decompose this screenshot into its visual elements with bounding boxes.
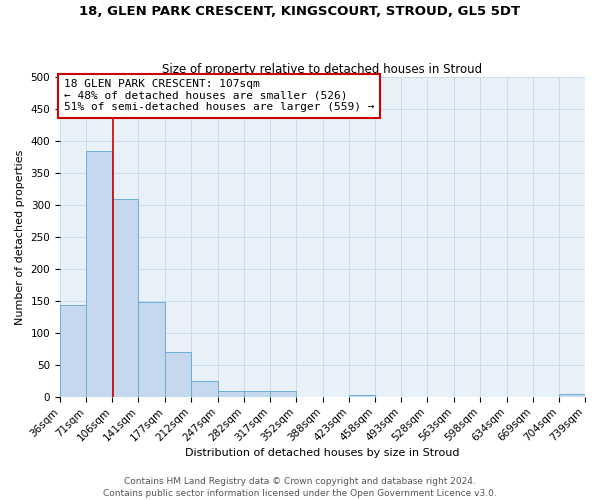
- Bar: [86, 152, 112, 397]
- Bar: [218, 391, 244, 397]
- Bar: [270, 391, 296, 397]
- Bar: [166, 352, 191, 397]
- Title: Size of property relative to detached houses in Stroud: Size of property relative to detached ho…: [163, 63, 482, 76]
- Text: 18 GLEN PARK CRESCENT: 107sqm
← 48% of detached houses are smaller (526)
51% of : 18 GLEN PARK CRESCENT: 107sqm ← 48% of d…: [64, 79, 374, 112]
- Bar: [244, 391, 270, 397]
- Y-axis label: Number of detached properties: Number of detached properties: [15, 150, 25, 324]
- Bar: [112, 199, 139, 397]
- Bar: [349, 395, 375, 397]
- Bar: [559, 394, 585, 397]
- Text: 18, GLEN PARK CRESCENT, KINGSCOURT, STROUD, GL5 5DT: 18, GLEN PARK CRESCENT, KINGSCOURT, STRO…: [79, 5, 521, 18]
- Bar: [139, 302, 164, 397]
- X-axis label: Distribution of detached houses by size in Stroud: Distribution of detached houses by size …: [185, 448, 460, 458]
- Bar: [191, 382, 218, 397]
- Text: Contains HM Land Registry data © Crown copyright and database right 2024.
Contai: Contains HM Land Registry data © Crown c…: [103, 476, 497, 498]
- Bar: [60, 306, 86, 397]
